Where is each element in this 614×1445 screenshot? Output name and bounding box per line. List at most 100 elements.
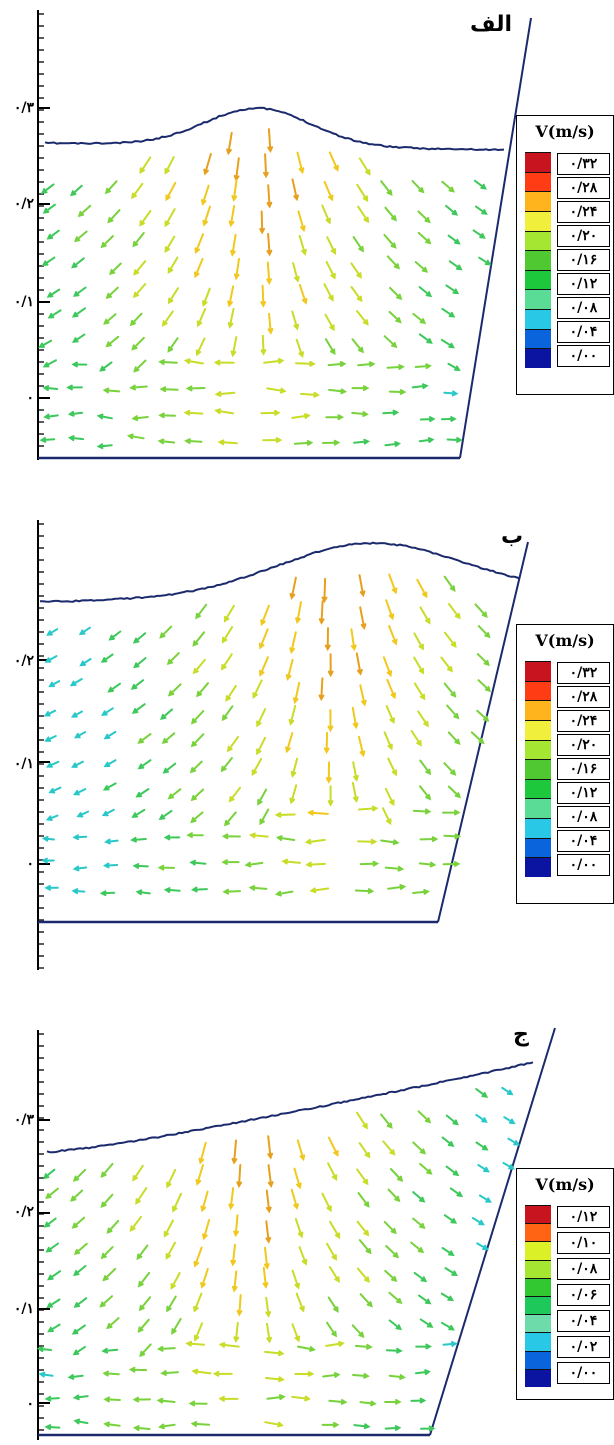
velocity-vector-arrow [417,1110,432,1124]
velocity-vector-arrow [221,859,240,865]
velocity-vector-arrow [447,731,461,746]
velocity-vector-arrow [351,385,370,391]
velocity-vector-arrow [350,628,357,652]
velocity-vector-arrow [137,1271,151,1288]
velocity-vector-arrow [328,151,339,172]
velocity-vector-arrow [36,1346,53,1352]
velocity-vector-arrow [103,313,117,325]
legend-swatch [525,759,551,780]
velocity-vector-arrow [69,678,83,687]
velocity-vector-arrow [135,788,150,798]
velocity-vector-arrow [227,307,235,329]
velocity-vector-arrow [296,1139,306,1162]
velocity-vector-arrow [388,573,398,595]
velocity-vector-arrow [137,759,152,770]
velocity-vector-arrow [267,1135,274,1160]
y-tick-label: ۰/۳ [13,100,34,116]
velocity-vector-arrow [358,1239,372,1255]
legend-level-label: ۰/۰۴ [557,830,610,852]
velocity-vector-arrow [290,1188,299,1211]
velocity-vector-arrow [410,730,422,747]
velocity-vector-arrow [192,631,206,647]
velocity-vector-arrow [73,1418,89,1425]
y-tick-label: ۰/۲ [13,1204,34,1220]
legend-level-label: ۰/۱۲ [557,273,610,295]
y-tick-label: ۰ [26,1396,34,1412]
velocity-vector-arrow [72,834,88,841]
velocity-vector-arrow [382,656,393,678]
velocity-vector-arrow [473,179,487,190]
velocity-vector-arrow [267,128,274,153]
velocity-vector-arrow [131,182,144,200]
legend-level-label: ۰/۱۲ [557,782,610,804]
y-tick-label: ۰/۱ [13,294,34,310]
velocity-vector-arrow [295,1292,305,1313]
legend-swatch [525,818,551,839]
velocity-vector-arrow [411,180,425,194]
velocity-vector-arrow [139,1343,152,1358]
velocity-vector-arrow [252,679,263,699]
velocity-vector-arrow [291,413,311,419]
velocity-vector-arrow [227,735,239,753]
velocity-vector-arrow [42,359,57,368]
velocity-vector-arrow [412,1141,427,1155]
velocity-vector-arrow [236,1294,243,1317]
velocity-vector-arrow [295,360,316,367]
velocity-vector-arrow [156,1397,176,1404]
velocity-vector-arrow [441,1321,455,1331]
velocity-vector-arrow [264,1350,285,1357]
velocity-vector-arrow [281,858,301,865]
color-legend: V(m/s) ۰/۱۲ ۰/۱۰ ۰/۰۸ ۰/۰۶ ۰/۰۴ ۰/۰۲ ۰/۰۰ [516,1168,614,1400]
velocity-vector-arrow [67,1374,84,1380]
velocity-vector-arrow [263,1246,270,1270]
velocity-vector-arrow [356,310,369,326]
velocity-vector-arrow [384,1399,402,1405]
velocity-vector-arrow [43,1217,57,1228]
velocity-vector-arrow [380,839,400,846]
velocity-vector-arrow [217,439,238,446]
velocity-vector-arrow [383,1220,397,1235]
velocity-vector-arrow [327,1162,338,1181]
velocity-vector-arrow [45,760,60,768]
velocity-vector-arrow [318,677,325,702]
velocity-vector-arrow [290,757,299,778]
velocity-vector-arrow [102,1267,117,1282]
velocity-vector-arrow [388,1319,403,1331]
velocity-vector-arrow [104,838,119,845]
velocity-vector-arrow [288,704,297,726]
velocity-vector-arrow [389,1168,404,1182]
velocity-vector-arrow [350,262,362,279]
velocity-vector-arrow [163,834,181,841]
velocity-vector-arrow [265,1296,272,1318]
velocity-vector-arrow [358,735,366,758]
velocity-vector-arrow [325,1341,345,1347]
velocity-vector-arrow [260,284,267,308]
velocity-vector-arrow [413,682,426,701]
velocity-vector-arrow [96,443,113,450]
velocity-vector-arrow [444,1267,458,1276]
velocity-vector-arrow [354,1343,373,1350]
velocity-vector-arrow [188,1400,208,1407]
velocity-vector-arrow [413,1271,428,1283]
velocity-vector-arrow [289,576,297,600]
velocity-vector-arrow [200,1268,209,1289]
velocity-vector-arrow [328,1399,348,1405]
velocity-vector-arrow [132,632,147,644]
velocity-vector-arrow [503,1116,516,1125]
velocity-vector-arrow [43,709,57,717]
velocity-vector-arrow [442,861,461,867]
velocity-vector-arrow [321,1421,340,1428]
velocity-vector-arrow [71,1324,86,1335]
velocity-vector-arrow [295,601,302,625]
legend-level-label: ۰/۲۰ [557,734,610,756]
velocity-vector-arrow [42,1168,56,1180]
velocity-vector-arrow [419,1162,433,1175]
velocity-vector-arrow [418,861,437,868]
velocity-vector-arrow [420,1425,436,1432]
velocity-vector-arrow [307,809,329,816]
velocity-vector-arrow [132,1425,151,1431]
velocity-vector-arrow [195,1164,204,1186]
velocity-vector-arrow [135,889,151,896]
velocity-vector-arrow [230,336,238,358]
velocity-vector-arrow [321,577,328,604]
